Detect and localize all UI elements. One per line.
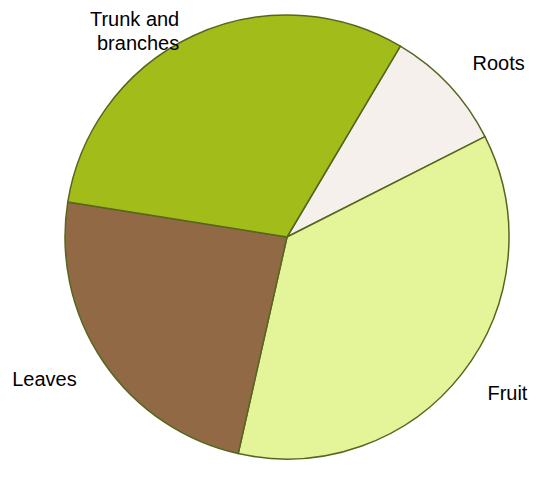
- labels: Roots Fruit Leaves Trunk andbranches: [12, 8, 528, 404]
- slice-label: Trunk andbranches: [90, 8, 179, 54]
- slice: [65, 202, 287, 454]
- chart: Roots Fruit Leaves Trunk andbranches: [0, 0, 560, 489]
- slice-label: Roots: [472, 52, 524, 74]
- slice-label: Fruit: [487, 382, 527, 404]
- slice-label: Leaves: [12, 368, 77, 390]
- slice: [68, 15, 401, 237]
- slices: [65, 15, 509, 459]
